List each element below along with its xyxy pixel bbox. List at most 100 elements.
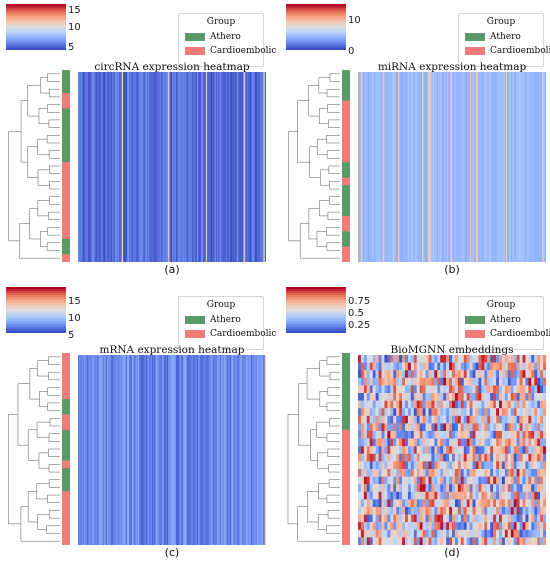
heatmap-cell — [440, 385, 444, 394]
heatmap-cell — [534, 514, 538, 523]
colorbar: 0.75 0.5 0.25 — [286, 287, 370, 333]
heatmap-cell — [481, 355, 485, 363]
heatmap-column — [210, 72, 213, 262]
heatmap-cell — [460, 461, 464, 470]
heatmap-cell — [499, 393, 503, 401]
heatmap-cell — [384, 370, 388, 378]
heatmap-cell — [425, 370, 429, 378]
heatmap-cell — [543, 393, 546, 401]
heatmap-cell — [431, 484, 435, 492]
group-bar-cell — [342, 192, 350, 201]
heatmap-cell — [484, 514, 488, 523]
heatmap-cell — [507, 408, 511, 416]
heatmap-cell — [358, 522, 362, 530]
heatmap-cell — [466, 438, 470, 447]
heatmap-cell — [437, 415, 441, 424]
heatmap-cell — [519, 355, 523, 363]
heatmap-column — [444, 72, 446, 262]
heatmap-cell — [490, 377, 494, 386]
heatmap-cell — [384, 446, 388, 454]
heatmap-cell — [375, 385, 379, 394]
heatmap-cell — [475, 469, 479, 477]
heatmap-cell — [437, 362, 441, 371]
heatmap-column — [145, 72, 148, 262]
heatmap-column — [123, 72, 125, 262]
heatmap-cell — [543, 377, 546, 386]
heatmap-cell — [510, 491, 514, 500]
heatmap-column — [120, 355, 123, 545]
heatmap-cell — [469, 423, 473, 432]
heatmap-cell — [475, 537, 479, 545]
heatmap-cell — [410, 431, 414, 439]
group-bar-cell — [62, 139, 70, 148]
colorbar-segment — [286, 14, 346, 17]
group-bar-cell — [62, 514, 70, 523]
heatmap-column — [140, 355, 143, 545]
group-bar-cell — [342, 406, 350, 415]
heatmap-column — [169, 72, 171, 262]
heatmap-cell — [360, 446, 365, 454]
dendrogram-link — [48, 464, 60, 473]
group-bar-cell — [342, 422, 350, 431]
heatmap-cell — [528, 491, 532, 500]
heatmap-cell — [369, 453, 373, 462]
heatmap-column — [234, 355, 237, 545]
colorbar-segment — [6, 14, 66, 17]
heatmap-cell — [499, 438, 503, 447]
heatmap-cell — [543, 514, 546, 523]
heatmap-column — [502, 72, 504, 262]
colorbar-segment — [6, 44, 66, 47]
dendrogram-link — [49, 181, 60, 190]
heatmap-column — [78, 355, 80, 545]
heatmap-cell — [381, 514, 385, 523]
heatmap-cell — [410, 461, 414, 470]
heatmap-cell — [431, 400, 435, 409]
heatmap-cell — [369, 469, 373, 477]
heatmap-cell — [399, 415, 403, 424]
heatmap-cell — [519, 423, 523, 432]
heatmap-cell — [369, 423, 373, 432]
heatmap-cell — [387, 393, 391, 401]
heatmap-cell — [405, 507, 409, 515]
group-bar-cell — [342, 537, 350, 545]
heatmap-cell — [531, 438, 535, 447]
heatmap-cell — [422, 362, 426, 371]
colorbar-segment — [6, 331, 66, 333]
heatmap-column — [374, 72, 376, 262]
heatmap-column — [441, 72, 444, 262]
heatmap-column — [180, 72, 183, 262]
heatmap-column — [129, 72, 131, 262]
heatmap-cell — [493, 446, 497, 454]
colorbar-segment — [6, 319, 66, 322]
heatmap-cell — [428, 438, 432, 447]
dendrogram-link — [20, 100, 28, 163]
colorbar-segment — [286, 26, 346, 29]
heatmap-cell — [422, 423, 426, 432]
heatmap-cell — [419, 484, 423, 492]
heatmap-cell — [378, 537, 382, 545]
heatmap-cell — [407, 423, 412, 432]
heatmap-cell — [510, 469, 514, 477]
heatmap-cell — [472, 529, 476, 538]
group-bar-cell — [342, 154, 350, 163]
heatmap-cell — [375, 408, 379, 416]
heatmap-column — [258, 355, 260, 545]
heatmap-cell — [543, 507, 546, 515]
dendrogram-link — [326, 227, 340, 236]
heatmap-cell — [366, 491, 370, 500]
heatmap-cell — [399, 476, 403, 485]
heatmap-cell — [499, 469, 503, 477]
heatmap-cell — [463, 377, 467, 386]
heatmap-column — [145, 355, 148, 545]
heatmap-column — [235, 355, 238, 545]
heatmap-cell — [449, 423, 453, 432]
heatmap-cell — [387, 453, 391, 462]
heatmap-cell — [478, 499, 482, 508]
heatmap-cell — [454, 415, 459, 424]
heatmap-cell — [378, 431, 382, 439]
group-bar-cell — [62, 422, 70, 431]
heatmap-cell — [428, 537, 432, 545]
group-bar-cell — [342, 360, 350, 369]
heatmap-column — [505, 72, 508, 262]
heatmap-cell — [534, 522, 538, 530]
